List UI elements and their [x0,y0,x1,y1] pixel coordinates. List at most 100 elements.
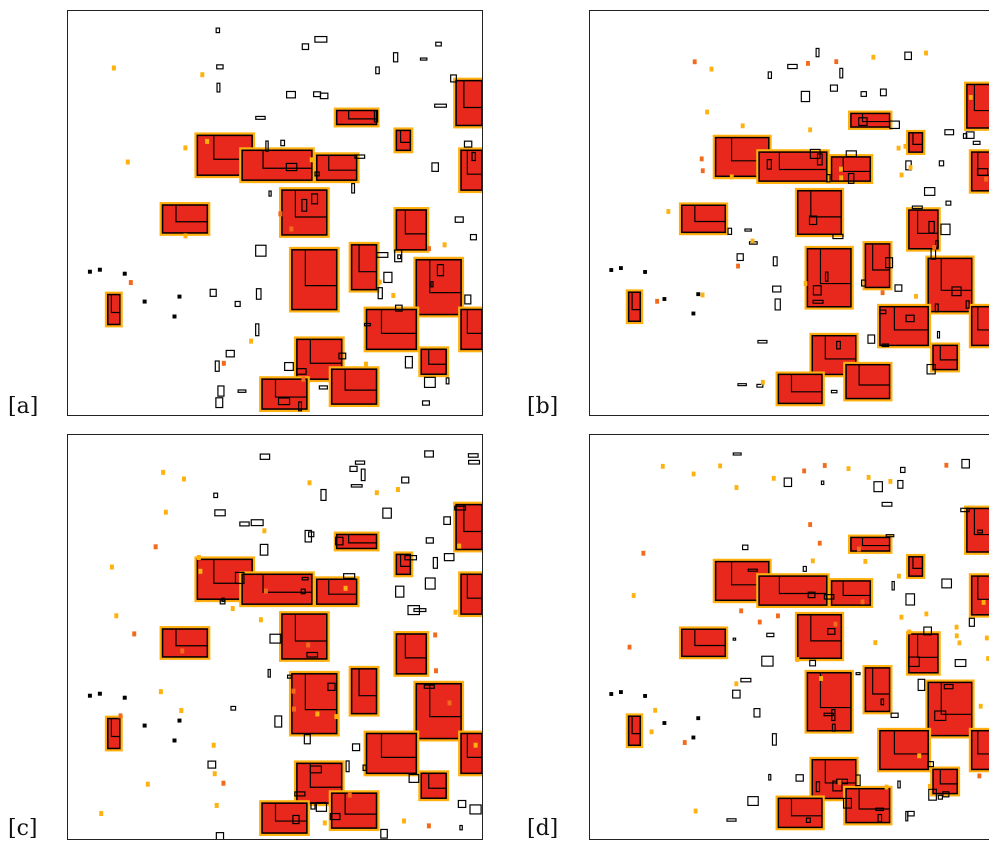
outline-fragment [809,148,821,159]
low-confidence-speck [771,475,776,481]
low-confidence-speck [736,263,740,269]
outline-fragment [894,284,903,292]
low-confidence-speck [249,338,254,344]
low-confidence-speck [128,280,133,286]
outline-fragment [951,286,962,297]
outline-fragment [434,103,447,108]
region-b-5 [804,245,854,310]
outline-dot [87,693,92,698]
low-confidence-speck [230,606,235,611]
low-confidence-speck [903,143,908,149]
region-c-15 [458,571,482,618]
outline-fragment [923,626,932,636]
region-a-16 [333,107,380,128]
region-d-12 [775,795,825,831]
low-confidence-speck [473,742,478,748]
outline-dot [97,691,102,696]
outline-fragment [375,66,380,75]
low-confidence-speck [322,820,327,826]
region-d-11 [843,785,893,826]
low-confidence-speck [884,784,889,790]
low-confidence-speck [776,613,780,619]
outline-fragment [934,710,947,722]
low-confidence-speck [183,233,188,239]
outline-fragment [298,401,303,412]
outline-fragment [839,67,844,79]
low-confidence-speck [200,72,205,78]
low-confidence-speck [221,360,226,366]
low-confidence-speck [163,509,168,515]
low-confidence-speck [402,818,406,824]
outline-fragment [234,571,245,585]
outline-fragment [373,109,379,123]
region-c-16 [333,531,380,552]
outline-fragment [823,712,834,717]
outline-fragment [860,91,867,97]
outline-dot [662,721,667,725]
low-confidence-speck [364,361,369,367]
outline-fragment [464,294,472,305]
outline-fragment [214,509,226,517]
low-confidence-speck [750,238,755,244]
region-b-17 [905,129,926,156]
outline-fragment [363,322,372,327]
outline-fragment [771,733,777,746]
outline-fragment [943,683,954,690]
low-confidence-speck [757,619,762,625]
outline-fragment [795,774,804,782]
region-a-13 [104,291,123,328]
outline-fragment [783,477,793,488]
outline-fragment [329,812,341,821]
outline-fragment [926,363,936,375]
outline-fragment [845,150,857,158]
outline-fragment [450,74,457,83]
outline-fragment [836,340,841,350]
outline-fragment [457,799,467,809]
outline-fragment [960,507,970,513]
outline-fragment [761,655,774,667]
outline-fragment [311,193,319,205]
low-confidence-speck [810,558,815,564]
outline-fragment [221,597,225,603]
region-c-8 [393,631,430,677]
outline-fragment [255,323,260,337]
low-confidence-speck [880,290,885,296]
low-confidence-speck [705,109,710,115]
low-confidence-speck [258,617,263,623]
outline-fragment [976,529,984,534]
outline-fragment [432,556,439,569]
outline-fragment [468,459,481,465]
outline-fragment [867,334,876,344]
low-confidence-speck [347,792,352,798]
low-confidence-speck [871,54,876,60]
low-confidence-speck [442,242,447,248]
panel-label-c: [c] [8,816,38,841]
region-c-19 [418,770,450,802]
low-confidence-speck [899,172,904,178]
outline-fragment [935,240,939,249]
outline-fragment [934,303,939,313]
outline-fragment [345,760,350,773]
low-confidence-speck [655,298,660,304]
region-a-8 [393,207,430,253]
outline-fragment [831,709,836,722]
outline-fragment [274,715,283,728]
region-d-15 [968,573,989,618]
outline-dot [696,292,701,297]
outline-fragment [425,537,434,544]
low-confidence-speck [627,644,632,650]
outline-fragment [881,501,893,507]
outline-fragment [941,578,953,589]
outline-fragment [897,479,904,489]
map-panel-b [589,10,989,416]
low-confidence-speck [434,668,439,674]
low-confidence-speck [649,729,654,735]
low-confidence-speck [114,613,119,619]
outline-fragment [767,71,773,79]
low-confidence-speck [343,585,348,591]
outline-fragment [904,51,912,61]
region-b-1 [756,149,830,185]
outline-fragment [362,764,367,772]
low-confidence-speck [914,293,918,299]
low-confidence-speck [954,633,959,639]
